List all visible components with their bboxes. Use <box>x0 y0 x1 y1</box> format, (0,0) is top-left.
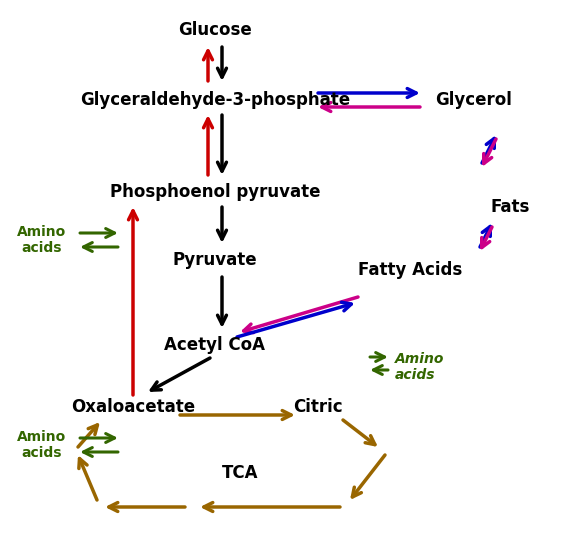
Text: Fats: Fats <box>490 198 530 216</box>
Text: Phosphoenol pyruvate: Phosphoenol pyruvate <box>110 183 320 201</box>
Text: Amino
acids: Amino acids <box>17 225 66 255</box>
Text: Citric: Citric <box>293 398 343 416</box>
Text: Glucose: Glucose <box>178 21 252 39</box>
Text: Acetyl CoA: Acetyl CoA <box>164 336 265 354</box>
Text: Amino
acids: Amino acids <box>395 352 444 382</box>
Text: Fatty Acids: Fatty Acids <box>358 261 462 279</box>
Text: Oxaloacetate: Oxaloacetate <box>71 398 195 416</box>
Text: Amino
acids: Amino acids <box>17 430 66 460</box>
Text: Glycerol: Glycerol <box>435 91 512 109</box>
Text: Glyceraldehyde-3-phosphate: Glyceraldehyde-3-phosphate <box>80 91 350 109</box>
Text: Pyruvate: Pyruvate <box>173 251 257 269</box>
Text: TCA: TCA <box>222 464 258 482</box>
